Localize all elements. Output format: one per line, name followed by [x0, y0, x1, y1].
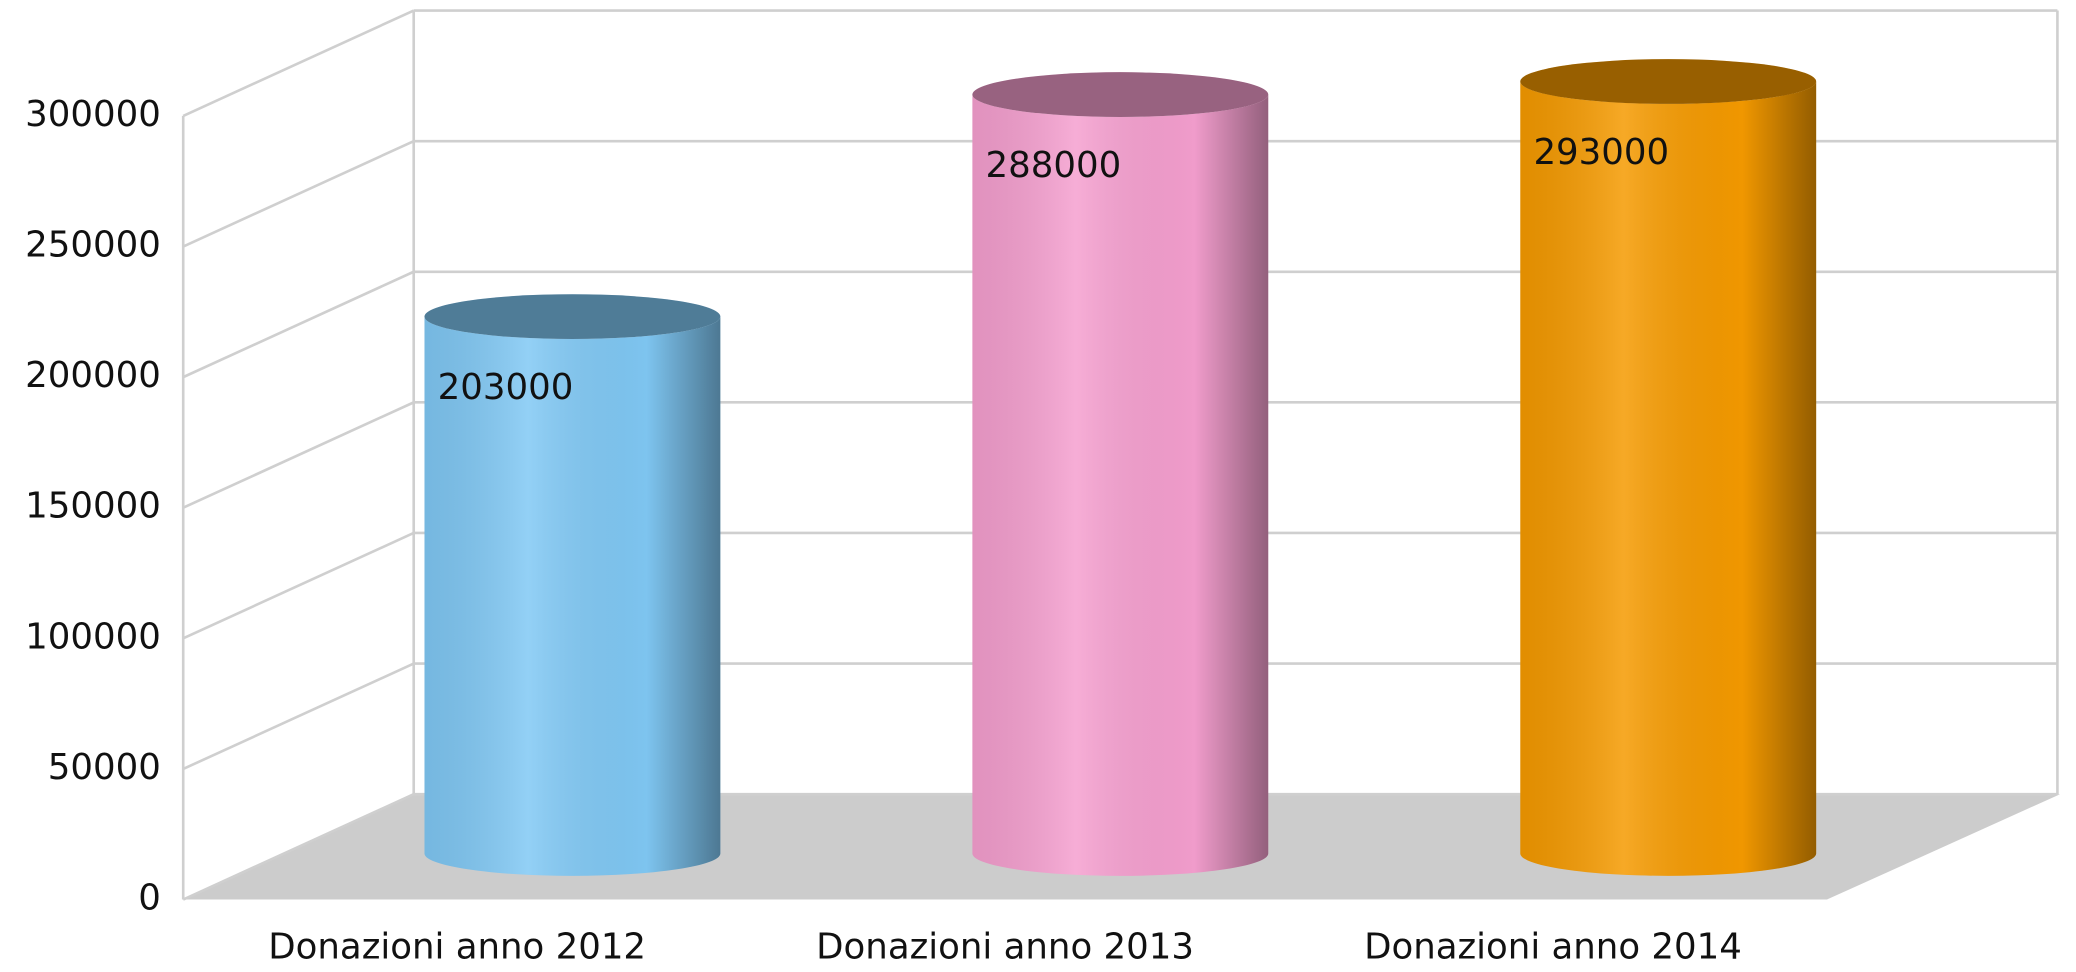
x-tick-label: Donazioni anno 2013 — [816, 926, 1194, 967]
cylinder-top — [1520, 59, 1817, 104]
bars — [424, 59, 1817, 876]
grid-line — [182, 531, 415, 640]
y-tick-label: 0 — [138, 878, 161, 919]
cylinder-top-shade — [424, 294, 721, 339]
value-label: 293000 — [1533, 132, 1669, 173]
value-label: 203000 — [438, 367, 574, 408]
value-label: 288000 — [986, 145, 1122, 186]
cylinder-shade — [1520, 81, 1817, 876]
x-tick-label: Donazioni anno 2012 — [268, 926, 646, 967]
cylinder-top-shade — [1520, 59, 1817, 104]
cylinder-top-shade — [972, 72, 1269, 117]
cylinder-top — [424, 294, 721, 339]
x-tick-label: Donazioni anno 2014 — [1364, 926, 1742, 967]
labels: 0 50000 100000 150000 200000 250000 300000 2030… — [25, 94, 1742, 967]
grid-line — [182, 401, 415, 509]
grid-line — [182, 139, 415, 248]
y-tick-label: 150000 — [25, 486, 161, 527]
cylinder-shade — [424, 316, 721, 876]
y-tick-label: 50000 — [48, 747, 161, 788]
y-tick-label: 250000 — [25, 225, 161, 266]
y-tick-label: 200000 — [25, 355, 161, 396]
y-tick-label: 100000 — [25, 616, 161, 657]
cylinder-shade — [972, 94, 1269, 876]
grid-line — [182, 792, 415, 901]
grid-line — [182, 9, 415, 118]
cylinder-top — [972, 72, 1269, 117]
y-tick-label: 300000 — [25, 94, 161, 135]
grid-line — [182, 270, 415, 379]
grid-line — [182, 662, 415, 771]
